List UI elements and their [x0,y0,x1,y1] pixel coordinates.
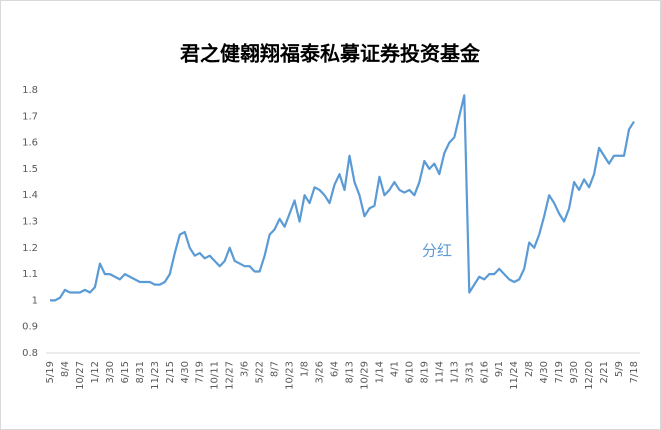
x-tick-label: 4/30 [180,361,191,383]
y-tick-label: 0.8 [22,348,38,359]
y-tick-label: 1.4 [22,190,38,201]
x-tick-label: 8/13 [344,361,355,383]
x-tick-label: 4/1 [389,361,400,377]
x-tick-label: 2/8 [524,361,535,377]
x-tick-label: 5/22 [255,361,266,383]
x-tick-label: 2/15 [165,361,176,383]
annotation: 分红 [422,242,452,260]
x-tick-label: 10/27 [75,361,86,390]
x-tick-label: 12/20 [584,361,595,390]
x-tick-label: 10/29 [359,361,370,390]
x-tick-label: 11/24 [509,361,520,390]
x-tick-label: 8/7 [270,361,281,377]
y-tick-label: 1.3 [22,217,38,228]
x-tick-label: 10/23 [285,361,296,390]
x-tick-label: 6/4 [330,361,341,377]
x-tick-label: 8/31 [135,361,146,383]
x-tick-label: 5/9 [614,361,625,377]
y-tick-label: 1.5 [22,164,38,175]
y-tick-label: 1.1 [22,269,38,280]
x-tick-label: 3/30 [105,361,116,383]
x-tick-label: 2/21 [599,361,610,383]
x-tick-label: 12/27 [225,361,236,390]
x-tick-label: 1/8 [300,361,311,377]
x-tick-label: 9/1 [494,361,505,377]
x-tick-label: 11/23 [150,361,161,390]
x-tick-label: 7/19 [195,361,206,383]
x-tick-label: 1/12 [90,361,101,383]
x-tick-label: 8/4 [60,361,71,377]
x-tick-label: 6/16 [479,361,490,383]
x-tick-label: 10/11 [210,361,221,390]
x-tick-label: 3/26 [315,361,326,383]
x-tick-label: 4/30 [539,361,550,383]
x-tick-label: 11/4 [434,361,445,383]
y-tick-label: 1.8 [22,85,38,96]
data-line [50,94,635,302]
x-tick-label: 8/19 [419,361,430,383]
x-tick-label: 6/15 [120,361,131,383]
x-tick-label: 1/14 [374,361,385,383]
x-tick-label: 6/10 [404,361,415,383]
y-tick-label: 1.7 [22,111,38,122]
x-tick-label: 3/6 [240,361,251,377]
x-tick-label: 9/30 [569,361,580,383]
x-tick-label: 7/19 [554,361,565,383]
y-tick-label: 1 [32,295,38,306]
x-tick-label: 7/18 [629,361,640,383]
y-tick-label: 1.6 [22,138,38,149]
y-tick-label: 0.9 [22,322,38,333]
x-tick-label: 3/31 [464,361,475,383]
y-tick-label: 1.2 [22,243,38,254]
chart-title: 君之健翱翔福泰私募证券投资基金 [180,42,481,66]
x-tick-label: 1/13 [449,361,460,383]
x-tick-label: 5/19 [45,361,56,383]
